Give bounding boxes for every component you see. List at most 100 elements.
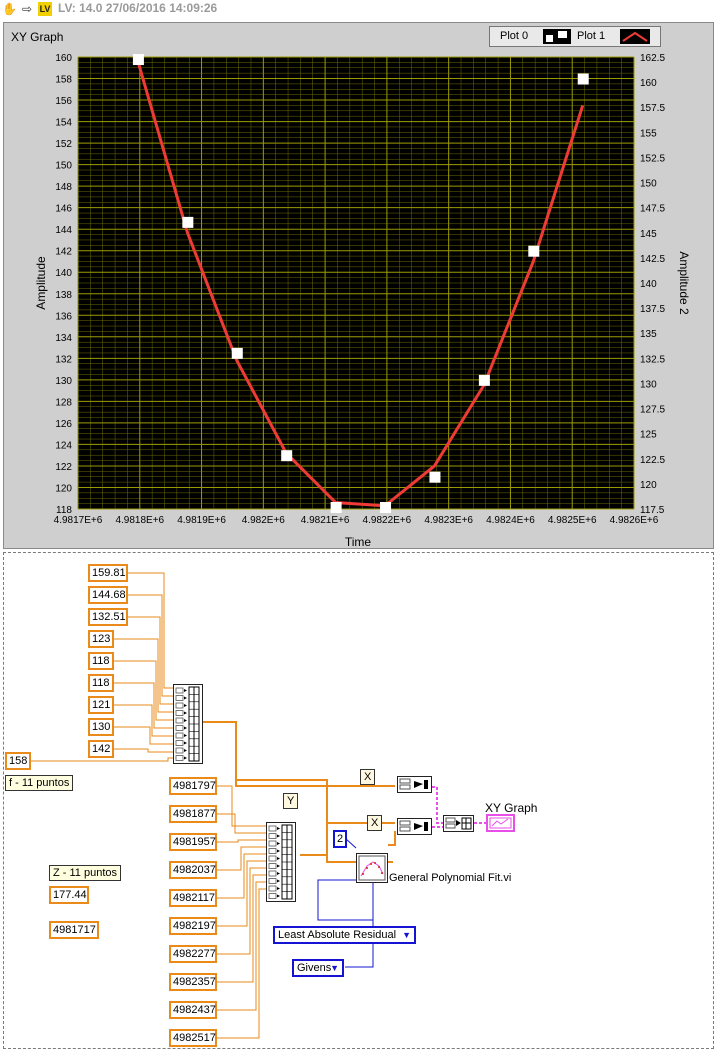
x-constant-3[interactable]: 4981957 xyxy=(169,833,217,851)
plot0-point xyxy=(182,216,194,228)
y-tick-label: 128 xyxy=(55,397,72,408)
labview-vi-icon: LV xyxy=(38,2,52,16)
algorithm-ring[interactable]: Givens ▼ xyxy=(292,959,344,977)
x-tick-label: 4.9825E+6 xyxy=(548,515,597,526)
y-tick-label: 156 xyxy=(55,96,72,107)
y-tick-label: 140 xyxy=(55,268,72,279)
f-constant-2[interactable]: 144.68 xyxy=(88,586,128,604)
y-tick-label: 158 xyxy=(55,75,72,86)
chevron-down-icon: ▼ xyxy=(402,930,411,940)
y-tick-label: 148 xyxy=(55,182,72,193)
y-label: Y xyxy=(283,793,299,809)
x-axis-label: Time xyxy=(345,535,372,549)
y2-tick-label: 155 xyxy=(640,128,657,139)
bundle-node-2[interactable] xyxy=(397,818,432,835)
z-constant-177[interactable]: 177.44 xyxy=(49,886,89,904)
y2-tick-label: 160 xyxy=(640,78,657,89)
x-constant-9[interactable]: 4982437 xyxy=(169,1001,217,1019)
toolbar: ✋ ⇨ LV LV: 14.0 27/06/2016 14:09:26 xyxy=(0,0,718,20)
build-array-x[interactable] xyxy=(266,822,296,902)
plot1-line xyxy=(136,60,585,508)
y2-tick-label: 125 xyxy=(640,430,657,441)
method-ring-value: Least Absolute Residual xyxy=(278,929,397,941)
plot-legend[interactable]: Plot 0 Plot 1 xyxy=(489,26,661,47)
label-z-11-puntos: Z - 11 puntos xyxy=(49,865,121,881)
y-tick-label: 136 xyxy=(55,311,72,322)
z-constant-4981717[interactable]: 4981717 xyxy=(49,921,99,939)
xy-graph-terminal-label: XY Graph xyxy=(485,801,538,815)
algorithm-ring-value: Givens xyxy=(297,962,332,974)
general-polynomial-fit-vi-icon[interactable] xyxy=(356,853,388,883)
x-constant-8[interactable]: 4982357 xyxy=(169,973,217,991)
f-constant-3[interactable]: 132.51 xyxy=(88,608,128,626)
x-tick-label: 4.9817E+6 xyxy=(54,515,103,526)
y2-tick-label: 147.5 xyxy=(640,204,665,215)
block-diagram-frame xyxy=(3,552,714,1049)
f-constant-9[interactable]: 142 xyxy=(88,740,114,758)
order-constant[interactable]: 2 xyxy=(333,830,347,848)
y-tick-label: 150 xyxy=(55,161,72,172)
method-ring[interactable]: Least Absolute Residual ▼ xyxy=(273,926,416,944)
f-constant-11[interactable]: 158 xyxy=(5,752,31,770)
x-tick-label: 4.9818E+6 xyxy=(115,515,164,526)
y2-tick-label: 122.5 xyxy=(640,455,665,466)
y2-axis-label: Amplitude 2 xyxy=(677,251,691,315)
y-tick-label: 126 xyxy=(55,419,72,430)
f-constant-8[interactable]: 130 xyxy=(88,718,114,736)
x-tick-label: 4.9824E+6 xyxy=(486,515,535,526)
x-constant-10[interactable]: 4982517 xyxy=(169,1029,217,1047)
x-constant-1[interactable]: 4981797 xyxy=(169,777,217,795)
arrow-right-icon[interactable]: ⇨ xyxy=(21,2,33,16)
f-constant-4[interactable]: 123 xyxy=(88,630,114,648)
x-tick-label: 4.982E+6 xyxy=(242,515,286,526)
xy-graph-terminal[interactable] xyxy=(486,814,515,832)
y-tick-label: 138 xyxy=(55,290,72,301)
legend-plot0-swatch-icon[interactable] xyxy=(543,29,571,44)
x-label-1: X xyxy=(360,769,376,785)
y-tick-label: 160 xyxy=(55,53,72,64)
y2-tick-label: 117.5 xyxy=(640,505,665,516)
f-constant-1[interactable]: 159.81 xyxy=(88,564,128,582)
y2-tick-label: 157.5 xyxy=(640,103,665,114)
x-constant-7[interactable]: 4982277 xyxy=(169,945,217,963)
x-tick-label: 4.9826E+6 xyxy=(610,515,659,526)
xy-graph-chart[interactable]: 4.9817E+6 4.9818E+6 4.9819E+6 4.982E+6 4.982… xyxy=(0,0,718,552)
build-array-clusters[interactable] xyxy=(443,815,474,832)
y-tick-label: 152 xyxy=(55,139,72,150)
bundle-node-1[interactable] xyxy=(397,776,432,793)
x-constant-4[interactable]: 4982037 xyxy=(169,861,217,879)
y2-tick-label: 140 xyxy=(640,279,657,290)
x-constant-5[interactable]: 4982117 xyxy=(169,889,217,907)
y-tick-label: 122 xyxy=(55,462,72,473)
y2-tick-label: 162.5 xyxy=(640,53,665,64)
y2-tick-label: 120 xyxy=(640,480,657,491)
y-tick-label: 144 xyxy=(55,225,72,236)
legend-plot1-label: Plot 1 xyxy=(577,30,606,42)
x-constant-6[interactable]: 4982197 xyxy=(169,917,217,935)
y2-tick-label: 135 xyxy=(640,329,657,340)
f-constant-7[interactable]: 121 xyxy=(88,696,114,714)
y-tick-label: 154 xyxy=(55,118,72,129)
chevron-down-icon: ▼ xyxy=(330,963,339,973)
y2-tick-label: 145 xyxy=(640,229,657,240)
y-tick-label: 130 xyxy=(55,376,72,387)
f-constant-6[interactable]: 118 xyxy=(88,674,114,692)
plot0-point xyxy=(380,502,392,513)
y-tick-label: 146 xyxy=(55,204,72,215)
label-f-11-puntos: f - 11 puntos xyxy=(5,775,74,791)
legend-plot1-swatch-icon[interactable] xyxy=(620,29,650,44)
f-constant-5[interactable]: 118 xyxy=(88,652,114,670)
plot0-point xyxy=(429,471,441,483)
y2-tick-label: 152.5 xyxy=(640,153,665,164)
build-array-f[interactable] xyxy=(173,684,203,764)
y2-tick-label: 130 xyxy=(640,379,657,390)
x-constant-2[interactable]: 4981877 xyxy=(169,805,217,823)
vi-label: General Polynomial Fit.vi xyxy=(389,872,512,884)
x-tick-label: 4.9821E+6 xyxy=(301,515,350,526)
x-tick-label: 4.9822E+6 xyxy=(363,515,412,526)
hand-tool-icon[interactable]: ✋ xyxy=(2,2,17,16)
plot0-point xyxy=(478,374,490,386)
plot0-point xyxy=(528,245,540,257)
y-axis-label: Amplitude xyxy=(34,256,48,310)
